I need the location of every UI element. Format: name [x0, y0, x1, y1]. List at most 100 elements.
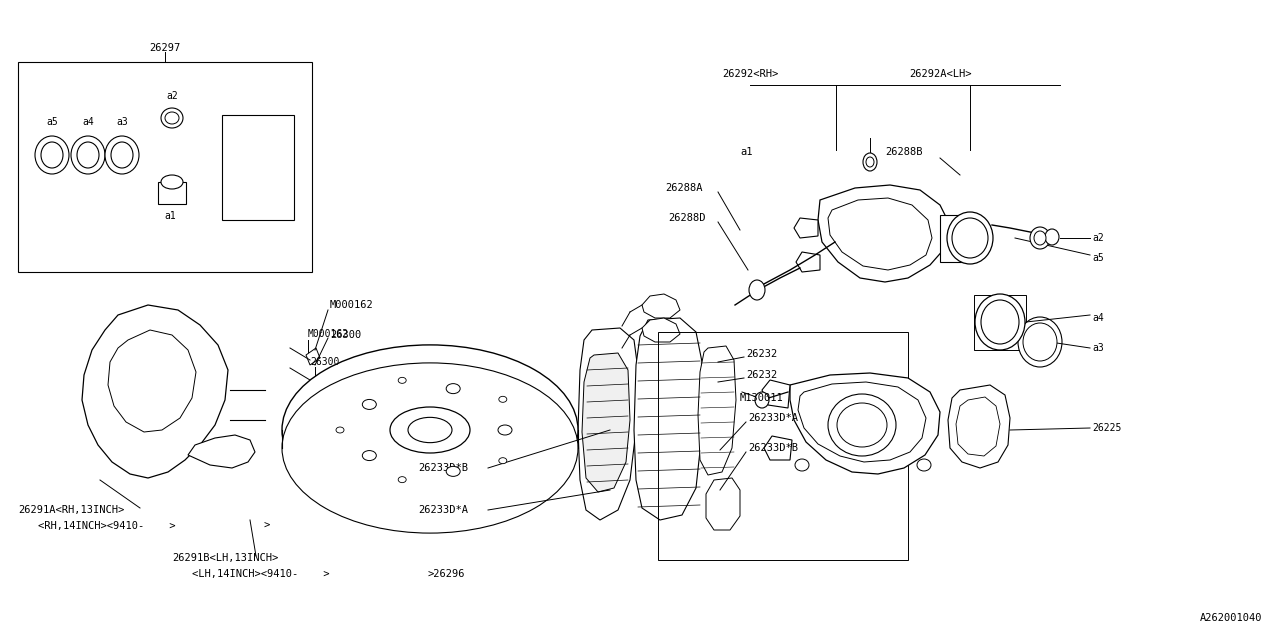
Text: a4: a4 — [82, 117, 93, 127]
Text: >: > — [264, 521, 270, 531]
Ellipse shape — [398, 477, 406, 483]
Text: 26233D*B: 26233D*B — [419, 463, 468, 473]
Text: >26296: >26296 — [428, 569, 466, 579]
Ellipse shape — [916, 459, 931, 471]
Ellipse shape — [828, 394, 896, 456]
Polygon shape — [764, 436, 792, 460]
Polygon shape — [940, 215, 968, 262]
Text: <RH,14INCH><9410-    >: <RH,14INCH><9410- > — [38, 521, 175, 531]
Ellipse shape — [755, 392, 769, 408]
Ellipse shape — [1034, 231, 1046, 245]
Text: a5: a5 — [46, 117, 58, 127]
Ellipse shape — [795, 459, 809, 471]
Ellipse shape — [1030, 227, 1050, 249]
Ellipse shape — [837, 403, 887, 447]
Text: 26233D*A: 26233D*A — [419, 505, 468, 515]
Ellipse shape — [975, 294, 1025, 350]
Ellipse shape — [408, 417, 452, 443]
Ellipse shape — [980, 300, 1019, 344]
Ellipse shape — [867, 157, 874, 167]
Polygon shape — [643, 294, 680, 318]
Text: a3: a3 — [1092, 343, 1103, 353]
Ellipse shape — [398, 378, 406, 383]
Ellipse shape — [111, 142, 133, 168]
Ellipse shape — [70, 136, 105, 174]
Polygon shape — [108, 330, 196, 432]
Ellipse shape — [165, 112, 179, 124]
Polygon shape — [634, 318, 701, 520]
Ellipse shape — [1044, 229, 1059, 245]
Polygon shape — [818, 185, 950, 282]
Ellipse shape — [447, 467, 461, 476]
Text: a2: a2 — [1092, 233, 1103, 243]
Text: M130011: M130011 — [740, 393, 783, 403]
Text: a1: a1 — [740, 147, 753, 157]
Polygon shape — [306, 348, 320, 365]
Text: 26292A<LH>: 26292A<LH> — [909, 69, 972, 79]
Text: 26288B: 26288B — [884, 147, 923, 157]
Polygon shape — [956, 397, 1000, 456]
Polygon shape — [188, 435, 255, 468]
Text: 26297: 26297 — [150, 43, 180, 53]
Text: 26300: 26300 — [310, 357, 339, 367]
Ellipse shape — [362, 451, 376, 461]
Ellipse shape — [499, 458, 507, 464]
Ellipse shape — [77, 142, 99, 168]
Text: 26233D*B: 26233D*B — [748, 443, 797, 453]
Ellipse shape — [499, 396, 507, 403]
Text: a3: a3 — [116, 117, 128, 127]
Ellipse shape — [335, 427, 344, 433]
Text: 26288A: 26288A — [666, 183, 703, 193]
Text: a1: a1 — [164, 211, 175, 221]
Ellipse shape — [1018, 317, 1062, 367]
Text: M000162: M000162 — [330, 300, 374, 310]
Text: 26232: 26232 — [746, 370, 777, 380]
Polygon shape — [797, 382, 925, 462]
Ellipse shape — [41, 142, 63, 168]
Text: <LH,14INCH><9410-    >: <LH,14INCH><9410- > — [192, 569, 329, 579]
Text: 26300: 26300 — [330, 330, 361, 340]
Text: A262001040: A262001040 — [1199, 613, 1262, 623]
Polygon shape — [82, 305, 228, 478]
Text: 26233D*A: 26233D*A — [748, 413, 797, 423]
Ellipse shape — [947, 212, 993, 264]
Polygon shape — [186, 187, 198, 200]
Ellipse shape — [498, 425, 512, 435]
Text: 26291A<RH,13INCH>: 26291A<RH,13INCH> — [18, 505, 124, 515]
Ellipse shape — [35, 136, 69, 174]
Polygon shape — [579, 328, 637, 520]
Ellipse shape — [390, 407, 470, 453]
Ellipse shape — [863, 153, 877, 171]
Polygon shape — [796, 252, 820, 272]
Ellipse shape — [952, 218, 988, 258]
Ellipse shape — [362, 399, 376, 410]
Ellipse shape — [161, 175, 183, 189]
Polygon shape — [828, 198, 932, 270]
Text: a5: a5 — [1092, 253, 1103, 263]
Polygon shape — [698, 346, 736, 475]
Bar — [658, 332, 908, 560]
Polygon shape — [948, 385, 1010, 468]
Bar — [221, 115, 294, 220]
Text: 26291B<LH,13INCH>: 26291B<LH,13INCH> — [172, 553, 278, 563]
Polygon shape — [643, 318, 680, 342]
Text: a2: a2 — [166, 91, 178, 101]
Polygon shape — [762, 380, 790, 408]
Bar — [18, 62, 312, 272]
Polygon shape — [794, 218, 818, 238]
Polygon shape — [582, 353, 630, 492]
Text: 26288D: 26288D — [668, 213, 705, 223]
Text: 26292<RH>: 26292<RH> — [722, 69, 778, 79]
Text: a4: a4 — [1092, 313, 1103, 323]
Polygon shape — [707, 478, 740, 530]
Text: 26232: 26232 — [746, 349, 777, 359]
Ellipse shape — [749, 280, 765, 300]
Text: 26225: 26225 — [1092, 423, 1121, 433]
Ellipse shape — [1023, 323, 1057, 361]
Polygon shape — [790, 373, 940, 474]
Ellipse shape — [447, 383, 461, 394]
Ellipse shape — [282, 345, 579, 515]
Ellipse shape — [161, 108, 183, 128]
Text: M000162: M000162 — [308, 329, 349, 339]
Ellipse shape — [105, 136, 140, 174]
